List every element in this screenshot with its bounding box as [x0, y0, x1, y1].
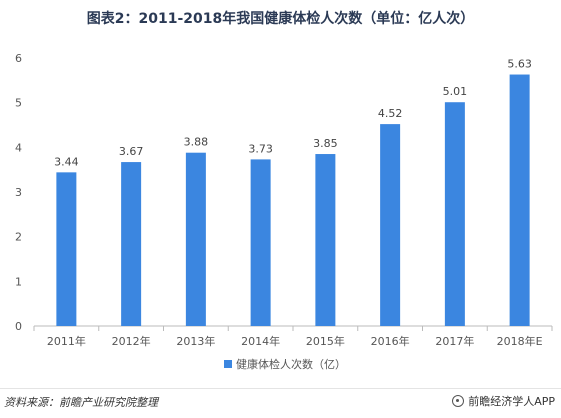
y-tick-label: 2	[15, 231, 22, 244]
data-label: 3.88	[184, 136, 209, 149]
x-tick-label: 2011年	[47, 334, 86, 348]
brand-name: 前瞻经济学人APP	[468, 395, 555, 408]
data-label: 3.85	[313, 137, 338, 150]
brand-credit: 前瞻经济学人APP	[452, 393, 555, 409]
source-note: 资料来源：前瞻产业研究院整理	[4, 396, 158, 409]
y-tick-label: 1	[15, 275, 22, 288]
legend-label: 健康体检人次数（亿）	[236, 357, 346, 371]
bar-1	[56, 172, 77, 326]
legend-swatch	[224, 360, 232, 368]
x-tick-label: 2012年	[112, 334, 151, 348]
x-tick-label: 2016年	[371, 334, 410, 348]
bar-3	[185, 152, 206, 326]
data-label: 5.01	[443, 85, 468, 98]
data-label: 5.63	[507, 58, 532, 71]
bar-8	[509, 74, 530, 326]
bar-2	[121, 162, 142, 326]
data-label: 3.44	[54, 155, 79, 168]
bar-6	[380, 124, 401, 327]
y-tick-label: 3	[15, 186, 22, 199]
bar-5	[315, 154, 336, 326]
y-tick-label: 6	[15, 52, 22, 65]
data-label: 3.73	[248, 142, 273, 155]
x-tick-label: 2015年	[306, 334, 345, 348]
bar-7	[444, 102, 465, 326]
bar-4	[250, 159, 271, 326]
y-tick-label: 5	[15, 97, 22, 110]
chart-title: 图表2：2011-2018年我国健康体检人次数（单位：亿人次）	[86, 11, 475, 27]
brand-logo-icon	[452, 395, 465, 407]
x-tick-label: 2013年	[176, 334, 215, 348]
x-tick-label: 2014年	[241, 334, 280, 348]
footer-divider	[0, 388, 561, 389]
y-tick-label: 0	[15, 320, 22, 333]
y-tick-label: 4	[15, 141, 22, 154]
x-tick-label: 2018年E	[497, 334, 543, 348]
data-label: 3.67	[119, 145, 144, 158]
data-label: 4.52	[378, 107, 403, 120]
x-tick-label: 2017年	[435, 334, 474, 348]
